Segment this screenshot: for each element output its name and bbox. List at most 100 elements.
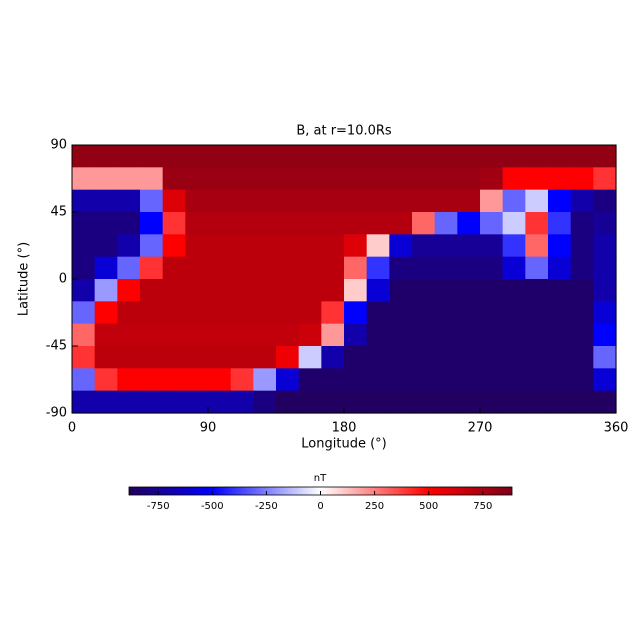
heatmap-cell bbox=[434, 346, 458, 369]
heatmap-cell bbox=[457, 145, 481, 168]
heatmap-cell bbox=[502, 368, 526, 392]
heatmap-cell bbox=[321, 189, 345, 213]
heatmap-cell bbox=[230, 256, 254, 280]
heatmap-cell bbox=[593, 145, 617, 168]
heatmap-cell bbox=[366, 167, 390, 191]
heatmap-cell bbox=[321, 279, 345, 302]
heatmap-cell bbox=[230, 323, 254, 347]
heatmap-cell bbox=[344, 368, 368, 392]
colorbar-tick-label: 750 bbox=[473, 501, 492, 512]
heatmap-cell bbox=[140, 346, 164, 369]
heatmap-cell bbox=[298, 368, 322, 392]
heatmap-cell bbox=[366, 145, 390, 168]
heatmap-cell bbox=[72, 390, 96, 414]
heatmap-cell bbox=[480, 346, 504, 369]
heatmap-cell bbox=[434, 279, 458, 302]
heatmap-cell bbox=[366, 390, 390, 414]
heatmap-cell bbox=[525, 189, 549, 213]
heatmap-cell bbox=[208, 346, 232, 369]
heatmap-cell bbox=[72, 368, 96, 392]
heatmap-cell bbox=[162, 368, 186, 392]
heatmap-cell bbox=[412, 323, 436, 347]
heatmap-cell bbox=[434, 145, 458, 168]
heatmap-cell bbox=[94, 212, 118, 235]
heatmap-cell bbox=[94, 346, 118, 369]
heatmap-cell bbox=[457, 301, 481, 325]
heatmap-cell bbox=[434, 390, 458, 414]
heatmap-cell bbox=[480, 279, 504, 302]
heatmap-cell bbox=[321, 346, 345, 369]
heatmap-cell bbox=[525, 167, 549, 191]
heatmap-cell bbox=[525, 256, 549, 280]
y-axis-label: Latitude (°) bbox=[17, 242, 32, 316]
heatmap-cell bbox=[117, 234, 141, 258]
heatmap-cell bbox=[502, 301, 526, 325]
heatmap-cell bbox=[412, 212, 436, 235]
heatmap-cell bbox=[276, 189, 300, 213]
heatmap-cell bbox=[593, 189, 617, 213]
heatmap-cell bbox=[412, 145, 436, 168]
heatmap-cell bbox=[344, 346, 368, 369]
heatmap-cell bbox=[162, 234, 186, 258]
heatmap-cell bbox=[162, 390, 186, 414]
colorbar-tick-label: 500 bbox=[419, 501, 438, 512]
heatmap-cell bbox=[548, 189, 572, 213]
heatmap-cell bbox=[525, 145, 549, 168]
heatmap-cell bbox=[185, 189, 209, 213]
heatmap-cell bbox=[412, 167, 436, 191]
heatmap-cell bbox=[480, 368, 504, 392]
heatmap-cell bbox=[140, 390, 164, 414]
heatmap-cell bbox=[548, 256, 572, 280]
heatmap-cell bbox=[480, 145, 504, 168]
heatmap-cell bbox=[434, 301, 458, 325]
x-tick-label: 270 bbox=[468, 421, 493, 436]
heatmap-cell bbox=[457, 212, 481, 235]
heatmap-cell bbox=[593, 323, 617, 347]
heatmap-cell bbox=[253, 368, 277, 392]
heatmap-cell bbox=[230, 212, 254, 235]
heatmap-cell bbox=[298, 279, 322, 302]
heatmap-cell bbox=[525, 301, 549, 325]
heatmap-cell bbox=[344, 234, 368, 258]
heatmap-cell bbox=[321, 323, 345, 347]
heatmap-cell bbox=[230, 390, 254, 414]
heatmap-cell bbox=[140, 167, 164, 191]
heatmap-cell bbox=[480, 212, 504, 235]
heatmap-cell bbox=[276, 256, 300, 280]
heatmap-cell bbox=[502, 390, 526, 414]
heatmap-cell bbox=[72, 189, 96, 213]
heatmap-cell bbox=[253, 323, 277, 347]
heatmap-cell bbox=[502, 279, 526, 302]
heatmap-cell bbox=[117, 323, 141, 347]
heatmap-cell bbox=[480, 189, 504, 213]
heatmap-cell bbox=[548, 234, 572, 258]
heatmap-cell bbox=[412, 390, 436, 414]
heatmap-cell bbox=[366, 323, 390, 347]
heatmap-cell bbox=[72, 279, 96, 302]
heatmap-cell bbox=[389, 189, 413, 213]
heatmap-cell bbox=[502, 346, 526, 369]
heatmap-cell bbox=[389, 212, 413, 235]
heatmap-cell bbox=[117, 301, 141, 325]
heatmap-cell bbox=[140, 189, 164, 213]
heatmap-cell bbox=[94, 368, 118, 392]
heatmap-cell bbox=[570, 234, 594, 258]
heatmap-cell bbox=[366, 368, 390, 392]
heatmap-cell bbox=[298, 167, 322, 191]
heatmap-cell bbox=[570, 167, 594, 191]
heatmap-cell bbox=[593, 301, 617, 325]
heatmap-cell bbox=[457, 279, 481, 302]
heatmap-cell bbox=[276, 301, 300, 325]
heatmap-cell bbox=[253, 167, 277, 191]
heatmap-cell bbox=[185, 279, 209, 302]
heatmap-cell bbox=[162, 323, 186, 347]
heatmap-cell bbox=[140, 368, 164, 392]
heatmap-cell bbox=[117, 279, 141, 302]
heatmap-cell bbox=[162, 189, 186, 213]
heatmap-cell bbox=[162, 256, 186, 280]
heatmap-cell bbox=[298, 301, 322, 325]
heatmap-cell bbox=[344, 145, 368, 168]
heatmap-cell bbox=[502, 189, 526, 213]
heatmap-cell bbox=[457, 256, 481, 280]
heatmap-cell bbox=[253, 189, 277, 213]
